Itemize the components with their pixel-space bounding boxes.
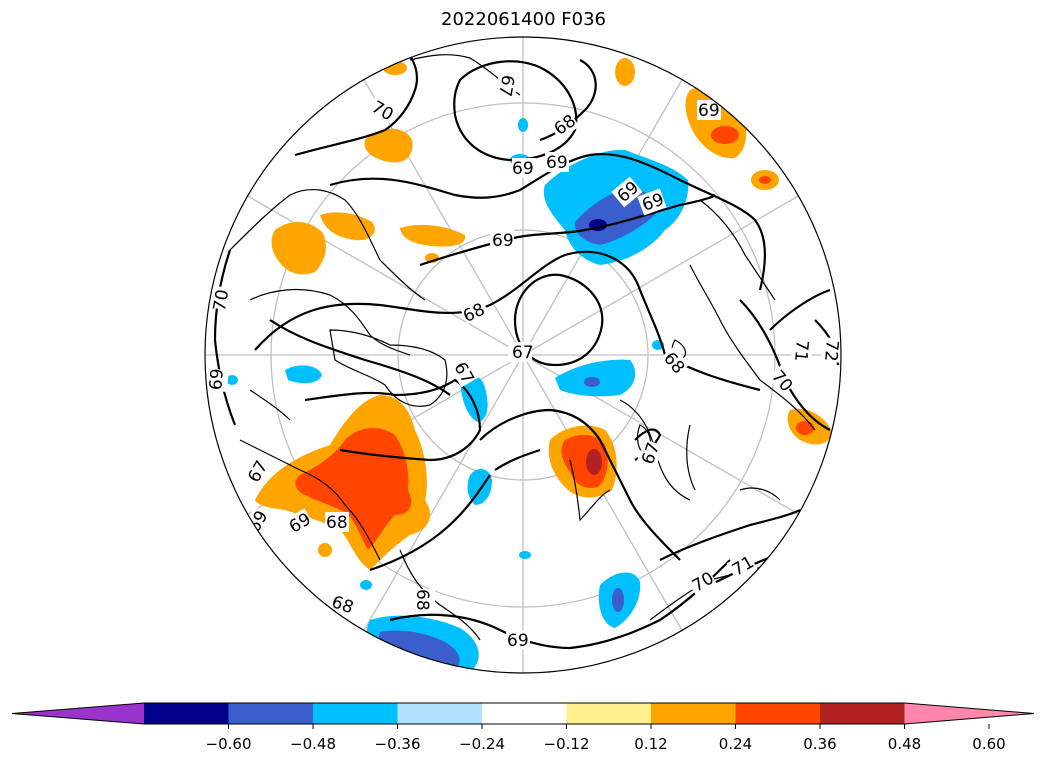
cold-anomaly-kara <box>460 373 488 422</box>
warm-anomaly-canada-3 <box>400 224 466 247</box>
colorbar-tick-label: −0.48 <box>290 735 336 753</box>
contour-69-south <box>389 559 731 650</box>
cold-anomaly-north-a <box>518 118 528 132</box>
colorbar-tick-label: −0.60 <box>206 735 252 753</box>
colorbar-segment <box>820 703 905 724</box>
polar-map: 67 68 69 70 69 68 69 69 70 68 67 67 68 <box>204 36 842 674</box>
colorbar-tick-label: −0.24 <box>459 735 505 753</box>
cold-anomaly-atlantic <box>519 551 531 559</box>
warm-anomaly-east-edge-core <box>796 421 814 435</box>
colorbar-segments <box>11 702 1035 725</box>
warm-anomaly-east-asia-core <box>759 176 771 184</box>
colorbar-segment <box>144 703 229 724</box>
warm-anomaly-alaska <box>364 128 413 163</box>
colorbar-segment <box>566 703 652 724</box>
contour-70-southeast <box>659 509 801 561</box>
contour-label: 69 <box>507 631 529 651</box>
map-title: 2022061400 F036 <box>441 9 606 30</box>
colorbar-tick-label: −0.12 <box>544 735 590 753</box>
cold-anomaly-canada-west <box>285 365 322 384</box>
colorbar-tick-label: 0.24 <box>719 735 752 753</box>
colorbar-tick-label: 0.12 <box>634 735 667 753</box>
colorbar-tick-label: 0.48 <box>888 735 921 753</box>
contour-label: 69 <box>698 101 720 121</box>
warm-anomaly-canada <box>271 221 326 275</box>
colorbar-segment <box>651 703 736 724</box>
cold-anomaly-greenland-core <box>584 377 600 387</box>
map-boundary <box>204 36 842 674</box>
contour-70-left <box>213 249 237 426</box>
warm-anomaly-pacific-core <box>711 126 739 144</box>
colorbar-tick-label: −0.36 <box>375 735 421 753</box>
contour-alaska-ring <box>453 60 578 162</box>
colorbar-segment <box>397 703 483 724</box>
contour-69-left <box>269 319 451 396</box>
warm-anomaly-scandinavia-peak <box>586 449 602 475</box>
warm-anomaly-siberia-core <box>295 428 412 550</box>
contour-68-south <box>369 474 491 572</box>
contour-69-atlantic <box>479 408 681 561</box>
contour-label: 71 <box>790 339 812 362</box>
cold-anomaly-north-america-core <box>612 588 624 612</box>
colorbar-extend-min <box>12 703 144 724</box>
contour-label: 69 <box>546 153 568 173</box>
contour-label: 70 <box>210 288 233 313</box>
cold-anomaly-south <box>360 580 372 590</box>
warm-anomaly-europe <box>318 543 332 557</box>
contour-67-atlantic <box>494 448 541 471</box>
contour-68-alaska <box>539 59 597 142</box>
contour-67-pole <box>513 273 604 367</box>
contour-label: 72 <box>820 339 842 362</box>
colorbar-tick-label: 0.60 <box>972 735 1005 753</box>
cold-anomaly-russia <box>467 468 492 505</box>
map-disc: 67 68 69 70 69 68 69 69 70 68 67 67 68 <box>205 37 842 673</box>
contour-label: 69 <box>206 368 228 391</box>
warm-anomaly-north-b <box>615 58 635 86</box>
colorbar-segment <box>228 703 314 724</box>
colorbar-extend-max <box>904 703 1034 724</box>
colorbar-segment <box>482 703 567 724</box>
contour-label: 69 <box>512 159 534 179</box>
warm-anomaly-canada-2 <box>320 212 375 241</box>
colorbar-segment <box>313 703 398 724</box>
contour-label: 69 <box>492 231 514 251</box>
colorbar-outline <box>11 702 1035 725</box>
contour-68-left <box>304 378 482 462</box>
contour-69-mid <box>419 193 716 267</box>
contour-label: 67 <box>494 73 517 98</box>
contour-label: 68 <box>326 513 348 533</box>
contour-label: 68 <box>412 589 432 611</box>
cold-anomaly-west <box>226 375 238 385</box>
cold-anomaly-pacific-core <box>574 188 657 245</box>
colorbar-ticks: −0.60 −0.48 −0.36 −0.24 −0.12 0.12 0.24 0.36 0.4… <box>206 724 1006 753</box>
colorbar-segment <box>735 703 821 724</box>
colorbar-tick-label: 0.36 <box>803 735 836 753</box>
contour-label: 67 <box>512 343 534 363</box>
contour-71-east <box>769 288 831 331</box>
contour-70-upper <box>294 49 419 157</box>
contour-69-upper <box>329 152 767 291</box>
